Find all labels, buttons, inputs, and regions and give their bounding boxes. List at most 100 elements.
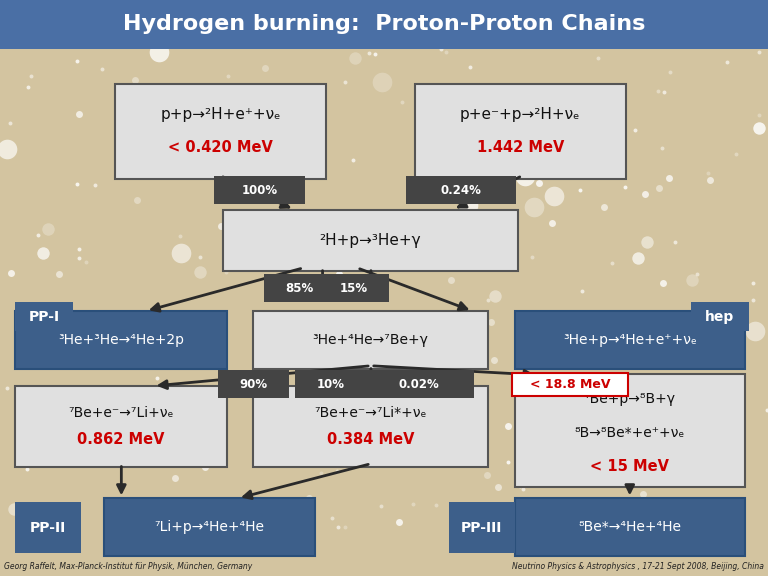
Point [174, 232, 187, 241]
Point [445, 275, 457, 285]
Point [749, 326, 761, 335]
Point [272, 124, 284, 134]
Point [21, 465, 33, 474]
Point [333, 270, 345, 279]
Point [132, 541, 144, 550]
Point [591, 108, 603, 118]
Point [381, 389, 393, 398]
Point [50, 319, 62, 328]
Point [657, 88, 670, 97]
Point [407, 499, 419, 509]
Point [652, 86, 664, 96]
Text: 10%: 10% [316, 378, 344, 391]
Point [22, 82, 35, 92]
Point [703, 175, 716, 184]
Point [41, 224, 54, 233]
Point [362, 48, 375, 58]
FancyBboxPatch shape [415, 84, 626, 179]
Point [576, 286, 588, 295]
Point [137, 82, 149, 92]
Point [592, 54, 604, 63]
Point [326, 513, 338, 522]
Point [648, 400, 660, 410]
Point [673, 535, 685, 544]
Point [493, 191, 505, 200]
Point [656, 143, 668, 152]
Point [155, 134, 167, 143]
Point [283, 429, 295, 438]
Point [730, 149, 742, 158]
Point [5, 268, 17, 278]
Point [465, 63, 477, 72]
Point [121, 154, 133, 163]
Text: ⁷Be+p→⁸B+γ: ⁷Be+p→⁸B+γ [584, 392, 675, 406]
Point [215, 394, 227, 403]
Point [641, 513, 653, 522]
Point [432, 438, 445, 447]
Point [546, 157, 558, 166]
Point [259, 63, 271, 73]
FancyBboxPatch shape [515, 374, 745, 487]
Point [443, 182, 455, 191]
Point [25, 72, 37, 81]
FancyBboxPatch shape [253, 311, 488, 369]
Point [73, 245, 85, 254]
Point [482, 295, 495, 305]
Point [444, 138, 456, 147]
Point [416, 116, 429, 125]
FancyBboxPatch shape [15, 302, 73, 331]
Point [632, 253, 644, 263]
Point [255, 434, 267, 444]
FancyBboxPatch shape [363, 370, 474, 398]
Text: 0.862 MeV: 0.862 MeV [78, 432, 164, 447]
Point [98, 427, 110, 436]
Point [233, 172, 245, 181]
Point [293, 316, 306, 325]
Point [38, 248, 50, 257]
Point [301, 248, 313, 257]
FancyBboxPatch shape [15, 502, 81, 553]
Point [514, 481, 526, 490]
Text: ²H+p→³He+γ: ²H+p→³He+γ [319, 233, 422, 248]
Point [526, 331, 538, 340]
Point [545, 391, 558, 400]
Point [349, 53, 362, 62]
Point [55, 541, 68, 551]
Point [435, 45, 447, 54]
FancyBboxPatch shape [318, 274, 389, 302]
Text: 1.442 MeV: 1.442 MeV [477, 139, 564, 154]
Text: ³He+⁴He→⁷Be+γ: ³He+⁴He→⁷Be+γ [313, 333, 429, 347]
Point [175, 248, 187, 257]
FancyBboxPatch shape [515, 498, 745, 556]
Point [629, 125, 641, 134]
Point [260, 431, 273, 441]
Point [465, 223, 477, 233]
Text: 0.02%: 0.02% [398, 378, 439, 391]
Point [619, 182, 631, 191]
Point [548, 192, 560, 201]
Text: < 15 MeV: < 15 MeV [591, 459, 669, 474]
Point [376, 77, 388, 86]
FancyBboxPatch shape [0, 0, 768, 49]
Point [339, 77, 351, 86]
Point [574, 185, 587, 195]
Point [637, 489, 649, 498]
Text: 100%: 100% [241, 184, 278, 196]
Point [606, 507, 618, 517]
Point [181, 139, 194, 148]
Point [163, 415, 175, 425]
Text: 85%: 85% [286, 282, 313, 294]
Point [488, 291, 501, 300]
Point [199, 462, 211, 471]
Point [257, 369, 269, 378]
Point [223, 252, 235, 261]
Point [343, 290, 355, 299]
Point [517, 484, 529, 493]
Point [253, 364, 266, 373]
Point [121, 416, 134, 425]
Point [621, 422, 634, 431]
FancyBboxPatch shape [104, 498, 315, 556]
Point [687, 275, 699, 285]
Point [463, 357, 475, 366]
Point [95, 444, 108, 453]
